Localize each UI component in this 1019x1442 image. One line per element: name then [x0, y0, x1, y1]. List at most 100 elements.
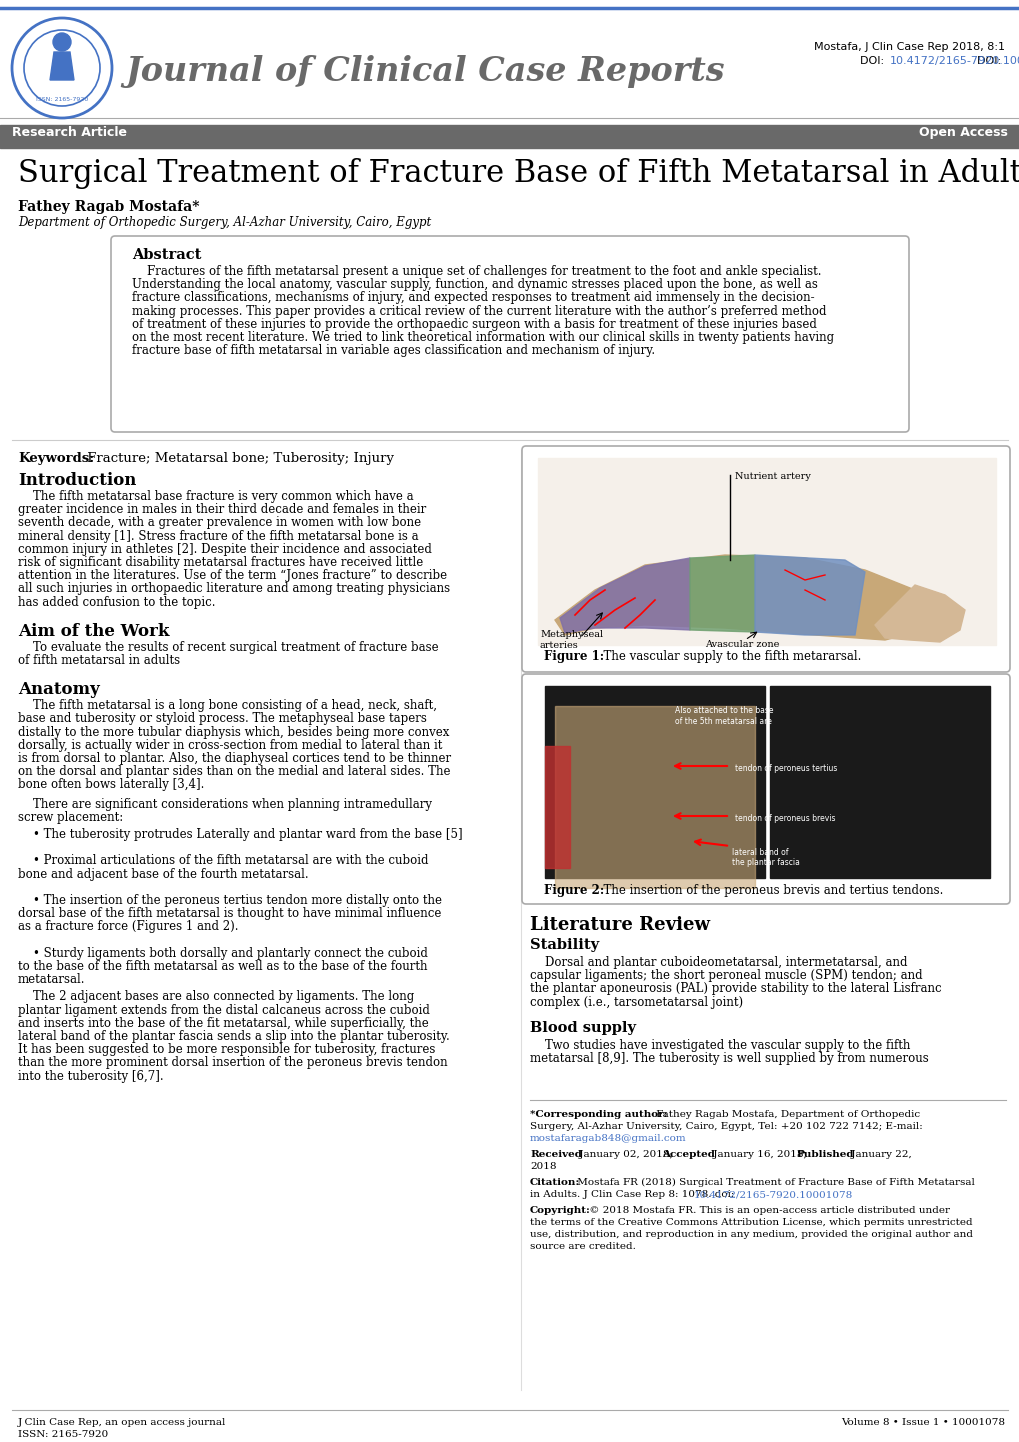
Text: • The insertion of the peroneus tertius tendon more distally onto the: • The insertion of the peroneus tertius …	[18, 894, 441, 907]
Text: Abstract: Abstract	[131, 248, 201, 262]
Text: into the tuberosity [6,7].: into the tuberosity [6,7].	[18, 1070, 163, 1083]
Text: Fracture; Metatarsal bone; Tuberosity; Injury: Fracture; Metatarsal bone; Tuberosity; I…	[83, 451, 393, 464]
Text: metatarsal.: metatarsal.	[18, 973, 86, 986]
Polygon shape	[554, 555, 934, 640]
Text: tendon of peroneus brevis: tendon of peroneus brevis	[735, 813, 835, 823]
Text: Open Access: Open Access	[918, 125, 1007, 138]
Text: Two studies have investigated the vascular supply to the fifth: Two studies have investigated the vascul…	[530, 1038, 910, 1051]
Text: of the 5th metatarsal are: of the 5th metatarsal are	[675, 717, 771, 725]
Text: Citation:: Citation:	[530, 1178, 580, 1187]
Text: than the more prominent dorsal insertion of the peroneus brevis tendon: than the more prominent dorsal insertion…	[18, 1057, 447, 1070]
Text: complex (i.e., tarsometatarsal joint): complex (i.e., tarsometatarsal joint)	[530, 995, 743, 1008]
Text: DOI:: DOI:	[859, 56, 887, 66]
Text: Blood supply: Blood supply	[530, 1021, 636, 1035]
Text: on the dorsal and plantar sides than on the medial and lateral sides. The: on the dorsal and plantar sides than on …	[18, 766, 450, 779]
Text: J Clin Case Rep, an open access journal: J Clin Case Rep, an open access journal	[18, 1417, 226, 1428]
Polygon shape	[754, 555, 864, 634]
Text: mostafaragab848@gmail.com: mostafaragab848@gmail.com	[530, 1133, 686, 1144]
Circle shape	[53, 33, 71, 50]
FancyBboxPatch shape	[522, 673, 1009, 904]
Text: the terms of the Creative Commons Attribution License, which permits unrestricte: the terms of the Creative Commons Attrib…	[530, 1218, 972, 1227]
Text: distally to the more tubular diaphysis which, besides being more convex: distally to the more tubular diaphysis w…	[18, 725, 449, 738]
Text: • Sturdy ligaments both dorsally and plantarly connect the cuboid: • Sturdy ligaments both dorsally and pla…	[18, 947, 427, 960]
Text: The insertion of the peroneus brevis and tertius tendons.: The insertion of the peroneus brevis and…	[595, 884, 943, 897]
Text: 10.4172/2165-7920.10001078: 10.4172/2165-7920.10001078	[693, 1190, 853, 1198]
Text: Fathey Ragab Mostafa*: Fathey Ragab Mostafa*	[18, 200, 200, 213]
Text: on the most recent literature. We tried to link theoretical information with our: on the most recent literature. We tried …	[131, 332, 834, 345]
Text: common injury in athletes [2]. Despite their incidence and associated: common injury in athletes [2]. Despite t…	[18, 542, 431, 555]
Text: attention in the literatures. Use of the term “Jones fracture” to describe: attention in the literatures. Use of the…	[18, 570, 446, 583]
Text: ISSN: 2165-7920: ISSN: 2165-7920	[18, 1430, 108, 1439]
Text: Journal of Clinical Case Reports: Journal of Clinical Case Reports	[125, 55, 723, 88]
Bar	[769, 686, 989, 878]
Bar	[0, 125, 1019, 149]
Text: Volume 8 • Issue 1 • 10001078: Volume 8 • Issue 1 • 10001078	[841, 1417, 1004, 1428]
Text: January 02, 2018;: January 02, 2018;	[576, 1151, 676, 1159]
Text: Also attached to the base: Also attached to the base	[675, 707, 772, 715]
Text: Mostafa, J Clin Case Rep 2018, 8:1: Mostafa, J Clin Case Rep 2018, 8:1	[813, 42, 1004, 52]
Text: making processes. This paper provides a critical review of the current literatur: making processes. This paper provides a …	[131, 304, 825, 317]
Polygon shape	[874, 585, 964, 642]
Text: metatarsal [8,9]. The tuberosity is well supplied by from numerous: metatarsal [8,9]. The tuberosity is well…	[530, 1053, 928, 1066]
Text: Fathey Ragab Mostafa, Department of Orthopedic: Fathey Ragab Mostafa, Department of Orth…	[652, 1110, 919, 1119]
Text: DOI:: DOI:	[976, 56, 1004, 66]
Text: seventh decade, with a greater prevalence in women with low bone: seventh decade, with a greater prevalenc…	[18, 516, 421, 529]
Text: is from dorsal to plantar. Also, the diaphyseal cortices tend to be thinner: is from dorsal to plantar. Also, the dia…	[18, 751, 450, 766]
Text: base and tuberosity or styloid process. The metaphyseal base tapers: base and tuberosity or styloid process. …	[18, 712, 427, 725]
Text: Avascular zone: Avascular zone	[704, 640, 779, 649]
Text: The vascular supply to the fifth metararsal.: The vascular supply to the fifth metarar…	[595, 650, 860, 663]
Text: 2018: 2018	[530, 1162, 556, 1171]
Polygon shape	[559, 558, 689, 633]
Polygon shape	[554, 707, 754, 888]
Text: and inserts into the base of the fit metatarsal, while superficially, the: and inserts into the base of the fit met…	[18, 1017, 428, 1030]
Text: of fifth metatarsal in adults: of fifth metatarsal in adults	[18, 655, 180, 668]
FancyBboxPatch shape	[111, 236, 908, 433]
Text: Department of Orthopedic Surgery, Al-Azhar University, Cairo, Egypt: Department of Orthopedic Surgery, Al-Azh…	[18, 216, 431, 229]
Text: bone often bows laterally [3,4].: bone often bows laterally [3,4].	[18, 779, 204, 792]
Text: mineral density [1]. Stress fracture of the fifth metatarsal bone is a: mineral density [1]. Stress fracture of …	[18, 529, 418, 542]
Text: The fifth metatarsal base fracture is very common which have a: The fifth metatarsal base fracture is ve…	[18, 490, 414, 503]
Circle shape	[12, 17, 112, 118]
Text: Keywords:: Keywords:	[18, 451, 94, 464]
Text: has added confusion to the topic.: has added confusion to the topic.	[18, 596, 215, 609]
Text: arteries: arteries	[539, 642, 578, 650]
Text: dorsal base of the fifth metatarsal is thought to have minimal influence: dorsal base of the fifth metatarsal is t…	[18, 907, 441, 920]
Text: • Proximal articulations of the fifth metatarsal are with the cuboid: • Proximal articulations of the fifth me…	[18, 855, 428, 868]
Polygon shape	[544, 746, 570, 868]
Text: Research Article: Research Article	[12, 125, 127, 138]
Text: January 16, 2018;: January 16, 2018;	[709, 1151, 809, 1159]
Text: use, distribution, and reproduction in any medium, provided the original author : use, distribution, and reproduction in a…	[530, 1230, 972, 1239]
Text: the plantar aponeurosis (PAL) provide stability to the lateral Lisfranc: the plantar aponeurosis (PAL) provide st…	[530, 982, 941, 995]
Text: ISSN: 2165-7920: ISSN: 2165-7920	[36, 97, 88, 102]
Text: Received: Received	[530, 1151, 581, 1159]
Text: dorsally, is actually wider in cross-section from medial to lateral than it: dorsally, is actually wider in cross-sec…	[18, 738, 442, 751]
Text: of treatment of these injuries to provide the orthopaedic surgeon with a basis f: of treatment of these injuries to provid…	[131, 317, 816, 330]
Text: fracture classifications, mechanisms of injury, and expected responses to treatm: fracture classifications, mechanisms of …	[131, 291, 814, 304]
Text: bone and adjacent base of the fourth metatarsal.: bone and adjacent base of the fourth met…	[18, 868, 309, 881]
Text: Figure 1:: Figure 1:	[543, 650, 603, 663]
Text: Anatomy: Anatomy	[18, 681, 100, 698]
Text: the plantar fascia: the plantar fascia	[732, 858, 799, 867]
Text: plantar ligament extends from the distal calcaneus across the cuboid: plantar ligament extends from the distal…	[18, 1004, 429, 1017]
Text: lateral band of: lateral band of	[732, 848, 788, 857]
Text: *Corresponding author:: *Corresponding author:	[530, 1110, 666, 1119]
Text: in Adults. J Clin Case Rep 8: 1078. doi:: in Adults. J Clin Case Rep 8: 1078. doi:	[530, 1190, 737, 1198]
Text: Surgical Treatment of Fracture Base of Fifth Metatarsal in Adults: Surgical Treatment of Fracture Base of F…	[18, 159, 1019, 189]
Text: Dorsal and plantar cuboideometatarsal, intermetatarsal, and: Dorsal and plantar cuboideometatarsal, i…	[530, 956, 907, 969]
Text: It has been suggested to be more responsible for tuberosity, fractures: It has been suggested to be more respons…	[18, 1043, 435, 1056]
Text: Understanding the local anatomy, vascular supply, function, and dynamic stresses: Understanding the local anatomy, vascula…	[131, 278, 817, 291]
Text: January 22,: January 22,	[847, 1151, 911, 1159]
Text: Nutrient artery: Nutrient artery	[735, 472, 810, 482]
Text: tendon of peroneus tertius: tendon of peroneus tertius	[735, 764, 837, 773]
Text: as a fracture force (Figures 1 and 2).: as a fracture force (Figures 1 and 2).	[18, 920, 238, 933]
Text: Mostafa FR (2018) Surgical Treatment of Fracture Base of Fifth Metatarsal: Mostafa FR (2018) Surgical Treatment of …	[574, 1178, 974, 1187]
Text: Surgery, Al-Azhar University, Cairo, Egypt, Tel: +20 102 722 7142; E-mail:: Surgery, Al-Azhar University, Cairo, Egy…	[530, 1122, 922, 1131]
Text: © 2018 Mostafa FR. This is an open-access article distributed under: © 2018 Mostafa FR. This is an open-acces…	[586, 1206, 949, 1216]
Text: There are significant considerations when planning intramedullary: There are significant considerations whe…	[18, 797, 432, 810]
Text: To evaluate the results of recent surgical treatment of fracture base: To evaluate the results of recent surgic…	[18, 640, 438, 653]
Text: Published: Published	[795, 1151, 853, 1159]
Polygon shape	[689, 555, 754, 632]
Bar	[544, 686, 764, 878]
Text: all such injuries in orthopaedic literature and among treating physicians: all such injuries in orthopaedic literat…	[18, 583, 449, 596]
Text: Stability: Stability	[530, 937, 598, 952]
